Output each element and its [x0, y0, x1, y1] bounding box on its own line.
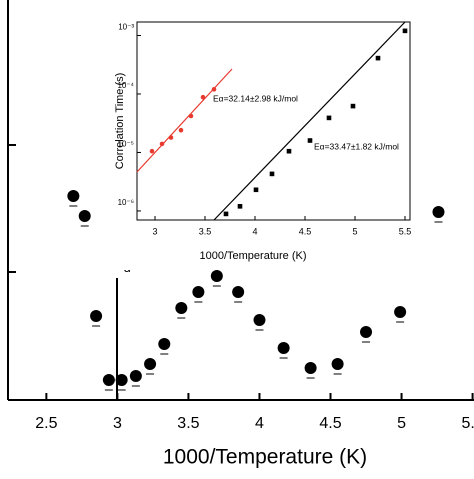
- x-axis-label: 1000/Temperature (K): [163, 446, 367, 469]
- x-tick-label: 4.5: [299, 226, 312, 236]
- x-tick-label: 5: [352, 226, 357, 236]
- main-plot: 2.5 3 3.5 4 4.5 5 5.5: [35, 190, 474, 432]
- point: [188, 113, 194, 119]
- x-tick-label: 4.5: [319, 415, 341, 432]
- fit-line: [136, 68, 233, 173]
- x-tick-label: 3.5: [199, 226, 212, 236]
- point: [115, 374, 128, 386]
- inset-bg: [108, 10, 420, 270]
- x-tick-label: 5: [397, 415, 406, 432]
- point: [326, 115, 332, 121]
- point: [168, 135, 174, 140]
- point: [200, 94, 206, 100]
- point: [67, 190, 80, 202]
- point: [144, 358, 157, 370]
- point: [394, 306, 407, 318]
- point: [178, 127, 184, 133]
- y-tick-label: 10⁻⁶: [118, 198, 134, 207]
- annotation: Eα=32.14±2.98 kJ/mol: [213, 93, 298, 103]
- x-tick-label: 5.5: [399, 226, 412, 236]
- point: [253, 187, 259, 193]
- point: [232, 286, 245, 298]
- point: [307, 138, 313, 143]
- y-tick-label: 10⁻⁴: [117, 81, 134, 90]
- point: [149, 148, 155, 154]
- x-tick-label: 3: [113, 415, 122, 432]
- inset-frame: [136, 21, 411, 221]
- point: [158, 338, 171, 350]
- point: [78, 210, 91, 222]
- point: [210, 270, 223, 282]
- point: [304, 362, 317, 374]
- y-tick-label: 10⁻³: [118, 23, 134, 32]
- annotation: Eα=33.47±1.82 kJ/mol: [314, 141, 399, 151]
- inset-x-label: 1000/Temperature (K): [200, 250, 307, 262]
- y-tick-label: 10⁻⁵: [118, 140, 134, 149]
- point: [90, 310, 103, 322]
- point: [331, 358, 344, 370]
- point: [350, 103, 356, 109]
- point: [237, 204, 243, 209]
- point: [223, 211, 229, 217]
- point: [175, 302, 188, 314]
- point: [402, 28, 408, 34]
- point: [277, 342, 290, 354]
- point: [159, 141, 165, 147]
- fit-line: [213, 21, 406, 221]
- inset-plot: 3 3.5 4 4.5 5 5.5 10⁻⁶ 10⁻⁵ 10⁻⁴ 10⁻³: [117, 23, 411, 237]
- point: [269, 171, 275, 177]
- point: [129, 370, 142, 382]
- x-tick-label: 3.5: [177, 415, 199, 432]
- x-tick-label: 4: [252, 226, 257, 236]
- x-tick-label: 2.5: [35, 415, 57, 432]
- x-tick-label: 4: [255, 415, 264, 432]
- point: [253, 314, 266, 326]
- point: [211, 87, 217, 92]
- point: [375, 55, 381, 61]
- x-tick-label: 5.5: [461, 415, 474, 432]
- x-tick-label: 3: [152, 226, 157, 236]
- point: [286, 148, 292, 154]
- point: [192, 286, 205, 298]
- inset-y-label: Correlation Time (s): [114, 73, 126, 170]
- point: [432, 206, 445, 218]
- point: [360, 326, 373, 338]
- point: [102, 374, 115, 386]
